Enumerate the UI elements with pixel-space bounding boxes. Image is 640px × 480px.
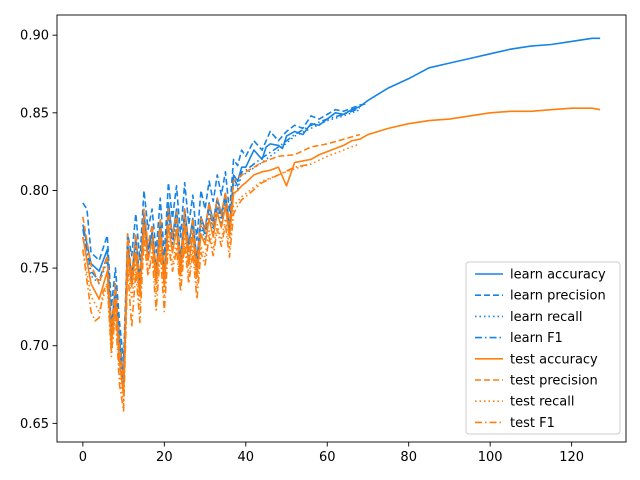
- x-tick-label: 60: [319, 450, 336, 465]
- x-tick-label: 120: [559, 450, 584, 465]
- y-tick-label: 0.80: [20, 184, 49, 199]
- x-tick-label: 20: [156, 450, 173, 465]
- series-line-test-accuracy: [82, 107, 601, 397]
- axes-frame: [56, 14, 627, 443]
- axes: 0 20 40 60 80 100 120 0.65 0.70 0.75 0.80 0.85 0.90: [20, 14, 627, 465]
- y-tick-label: 0.70: [20, 339, 49, 354]
- legend-label-learn-f1: learn F1: [510, 331, 563, 346]
- x-tick-label: 100: [478, 450, 503, 465]
- legend-label-test-accuracy: test accuracy: [510, 352, 598, 367]
- plot-area: [82, 37, 601, 412]
- x-tick-label: 80: [400, 450, 417, 465]
- legend-label-learn-accuracy: learn accuracy: [510, 268, 606, 283]
- legend-label-learn-precision: learn precision: [510, 289, 606, 304]
- y-tick-label: 0.65: [20, 417, 49, 432]
- series-line-test-f1: [82, 163, 312, 412]
- legend-label-learn-recall: learn recall: [510, 310, 582, 325]
- y-tick-label: 0.75: [20, 262, 49, 277]
- legend: learn accuracy learn precision learn recal…: [465, 261, 621, 435]
- y-tick-label: 0.90: [20, 29, 49, 44]
- legend-label-test-f1: test F1: [510, 416, 555, 431]
- legend-label-test-precision: test precision: [510, 374, 598, 389]
- y-tick-label: 0.85: [20, 106, 49, 121]
- series-line-test-recall: [82, 143, 361, 406]
- legend-box: [465, 261, 621, 435]
- legend-label-test-recall: test recall: [510, 395, 575, 410]
- x-tick-label: 40: [238, 450, 255, 465]
- x-tick-label: 0: [79, 450, 87, 465]
